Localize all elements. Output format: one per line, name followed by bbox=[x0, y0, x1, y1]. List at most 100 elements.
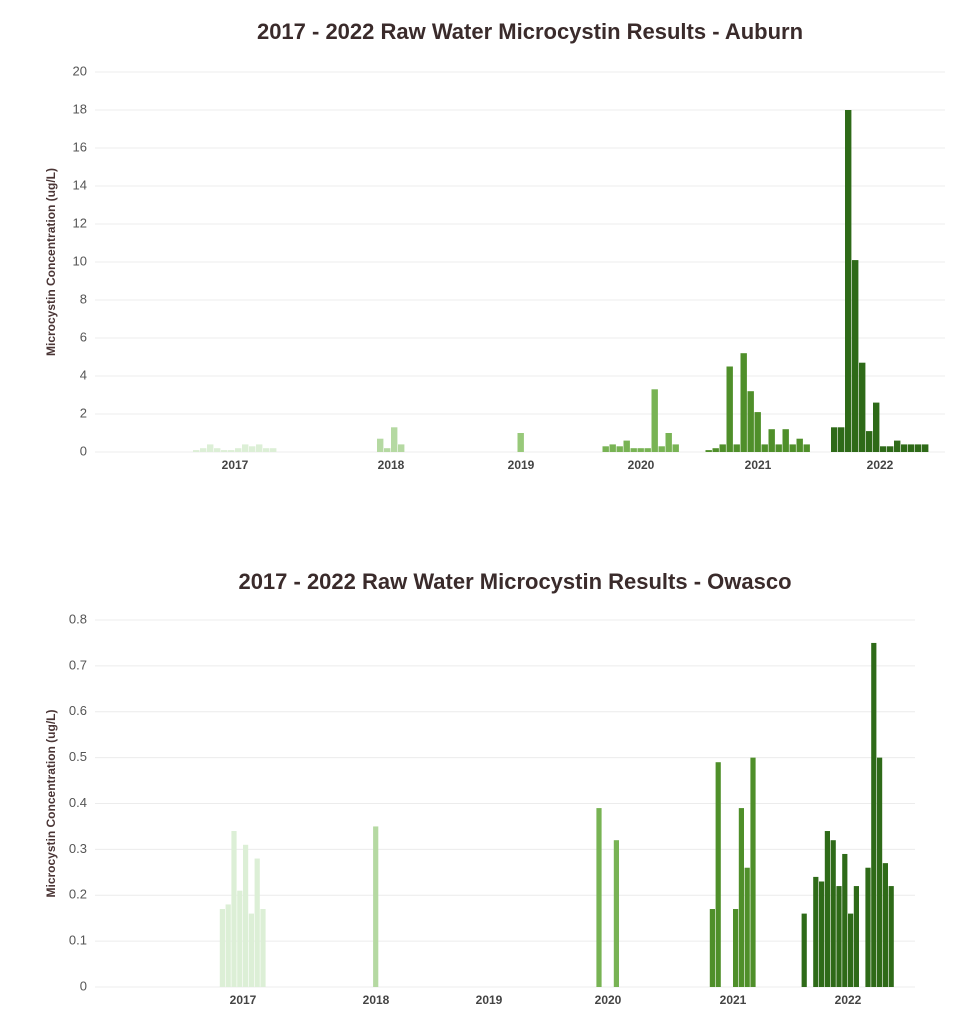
bar bbox=[219, 909, 225, 987]
y-tick-label: 2 bbox=[80, 405, 87, 420]
bar bbox=[672, 444, 679, 452]
bar bbox=[377, 438, 384, 452]
bar bbox=[719, 444, 726, 452]
bar bbox=[705, 450, 712, 452]
bar bbox=[845, 110, 852, 452]
bar bbox=[750, 757, 756, 987]
bar bbox=[801, 913, 807, 987]
bar bbox=[726, 366, 733, 452]
x-tick-label: 2022 bbox=[835, 993, 862, 1007]
bar bbox=[231, 831, 237, 987]
bar bbox=[260, 909, 266, 987]
chart-title: 2017 - 2022 Raw Water Microcystin Result… bbox=[238, 569, 791, 594]
bar bbox=[880, 446, 887, 452]
y-tick-label: 0.1 bbox=[69, 933, 87, 948]
y-tick-label: 0.2 bbox=[69, 887, 87, 902]
bar bbox=[789, 444, 796, 452]
bar bbox=[712, 448, 719, 452]
bar bbox=[373, 826, 379, 987]
bar bbox=[249, 446, 256, 452]
bar bbox=[248, 913, 254, 987]
bar bbox=[398, 444, 405, 452]
bar bbox=[613, 840, 619, 987]
bar bbox=[882, 863, 888, 987]
y-tick-label: 0.4 bbox=[69, 795, 87, 810]
bar bbox=[596, 808, 602, 987]
bar bbox=[859, 362, 866, 452]
y-tick-label: 6 bbox=[80, 329, 87, 344]
bar bbox=[853, 886, 859, 987]
bar bbox=[824, 831, 830, 987]
bar bbox=[637, 448, 644, 452]
bar bbox=[842, 853, 848, 987]
bar bbox=[782, 429, 789, 452]
bar bbox=[803, 444, 810, 452]
bar bbox=[754, 412, 761, 452]
bar bbox=[819, 881, 825, 987]
bar bbox=[235, 448, 242, 452]
bar bbox=[775, 444, 782, 452]
x-tick-label: 2017 bbox=[230, 993, 257, 1007]
x-tick-label: 2021 bbox=[720, 993, 747, 1007]
bar bbox=[871, 642, 877, 987]
y-tick-label: 18 bbox=[73, 101, 87, 116]
bar bbox=[865, 867, 871, 987]
y-tick-label: 0 bbox=[80, 978, 87, 993]
bar bbox=[243, 844, 249, 987]
bar bbox=[256, 444, 263, 452]
bar bbox=[254, 858, 260, 987]
y-tick-label: 0.7 bbox=[69, 657, 87, 672]
bar bbox=[894, 440, 901, 452]
bar bbox=[877, 757, 883, 987]
x-tick-label: 2018 bbox=[363, 993, 390, 1007]
bar bbox=[225, 904, 231, 987]
bar bbox=[848, 913, 854, 987]
y-tick-label: 14 bbox=[73, 177, 87, 192]
bar bbox=[747, 391, 754, 452]
bar bbox=[852, 260, 859, 452]
bar bbox=[665, 433, 672, 452]
x-tick-label: 2019 bbox=[508, 458, 535, 472]
bar bbox=[237, 890, 243, 987]
x-tick-label: 2019 bbox=[476, 993, 503, 1007]
x-tick-label: 2020 bbox=[595, 993, 622, 1007]
bar bbox=[830, 840, 836, 987]
x-tick-label: 2020 bbox=[628, 458, 655, 472]
bar bbox=[873, 402, 880, 452]
x-tick-label: 2017 bbox=[222, 458, 249, 472]
bar bbox=[922, 444, 929, 452]
bar bbox=[651, 389, 658, 452]
bar bbox=[831, 427, 838, 452]
bar bbox=[200, 448, 207, 452]
bar bbox=[744, 867, 750, 987]
bar bbox=[866, 431, 873, 452]
bar bbox=[733, 444, 740, 452]
bar bbox=[738, 808, 744, 987]
y-tick-label: 0.6 bbox=[69, 703, 87, 718]
bar bbox=[658, 446, 665, 452]
bar bbox=[888, 886, 894, 987]
bar bbox=[908, 444, 915, 452]
y-axis-label: Microcystin Concentration (ug/L) bbox=[44, 709, 58, 897]
y-tick-label: 12 bbox=[73, 215, 87, 230]
bar bbox=[193, 450, 200, 452]
y-tick-label: 0.5 bbox=[69, 749, 87, 764]
bar bbox=[733, 909, 739, 987]
bar bbox=[644, 448, 651, 452]
bar bbox=[836, 886, 842, 987]
bar bbox=[602, 446, 609, 452]
bar bbox=[901, 444, 908, 452]
y-tick-label: 0.8 bbox=[69, 611, 87, 626]
chart-title: 2017 - 2022 Raw Water Microcystin Result… bbox=[257, 19, 803, 44]
y-axis-label: Microcystin Concentration (ug/L) bbox=[44, 168, 58, 356]
bar bbox=[242, 444, 249, 452]
bar bbox=[221, 450, 228, 452]
y-tick-label: 0.3 bbox=[69, 841, 87, 856]
bar bbox=[609, 444, 616, 452]
bar bbox=[715, 762, 721, 987]
bar bbox=[709, 909, 715, 987]
bar bbox=[813, 876, 819, 987]
bar bbox=[623, 440, 630, 452]
bar bbox=[616, 446, 623, 452]
x-tick-label: 2022 bbox=[867, 458, 894, 472]
